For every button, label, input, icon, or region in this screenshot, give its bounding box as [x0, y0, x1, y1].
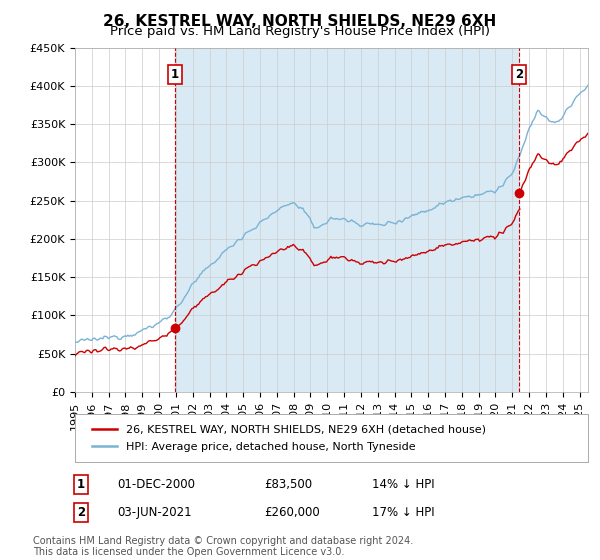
Text: 14% ↓ HPI: 14% ↓ HPI: [372, 478, 434, 491]
Text: £83,500: £83,500: [264, 478, 312, 491]
Text: 2: 2: [515, 68, 523, 81]
Text: 2: 2: [77, 506, 85, 519]
Text: 01-DEC-2000: 01-DEC-2000: [117, 478, 195, 491]
Text: 1: 1: [77, 478, 85, 491]
Text: £260,000: £260,000: [264, 506, 320, 519]
Text: 1: 1: [170, 68, 179, 81]
Bar: [175, 48, 520, 392]
Text: Contains HM Land Registry data © Crown copyright and database right 2024.
This d: Contains HM Land Registry data © Crown c…: [33, 535, 413, 557]
Legend: 26, KESTREL WAY, NORTH SHIELDS, NE29 6XH (detached house), HPI: Average price, d: 26, KESTREL WAY, NORTH SHIELDS, NE29 6XH…: [86, 418, 493, 458]
Text: 26, KESTREL WAY, NORTH SHIELDS, NE29 6XH: 26, KESTREL WAY, NORTH SHIELDS, NE29 6XH: [103, 14, 497, 29]
Text: 03-JUN-2021: 03-JUN-2021: [117, 506, 191, 519]
Text: 17% ↓ HPI: 17% ↓ HPI: [372, 506, 434, 519]
Text: Price paid vs. HM Land Registry's House Price Index (HPI): Price paid vs. HM Land Registry's House …: [110, 25, 490, 38]
